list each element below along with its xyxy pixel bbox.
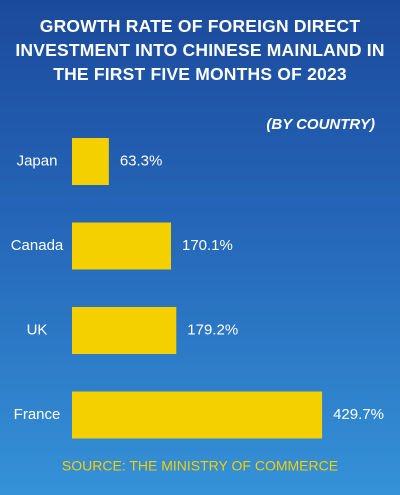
y-tick-label: Japan [17,152,58,169]
data-label: 63.3% [120,152,163,169]
bar [72,307,177,354]
bar [72,138,109,185]
y-tick-label: France [14,406,61,423]
bar [72,222,171,270]
bar [72,391,323,439]
data-label: 170.1% [182,237,233,254]
chart-subtitle: (BY COUNTRY) [266,116,375,133]
y-tick-label: UK [27,321,48,338]
y-tick-label: Canada [11,237,64,254]
source: SOURCE: THE MINISTRY OF COMMERCE [62,458,338,474]
data-label: 429.7% [333,406,384,423]
chart-title: GROWTH RATE OF FOREIGN DIRECT INVESTMENT… [15,16,385,84]
data-label: 179.2% [187,321,238,338]
